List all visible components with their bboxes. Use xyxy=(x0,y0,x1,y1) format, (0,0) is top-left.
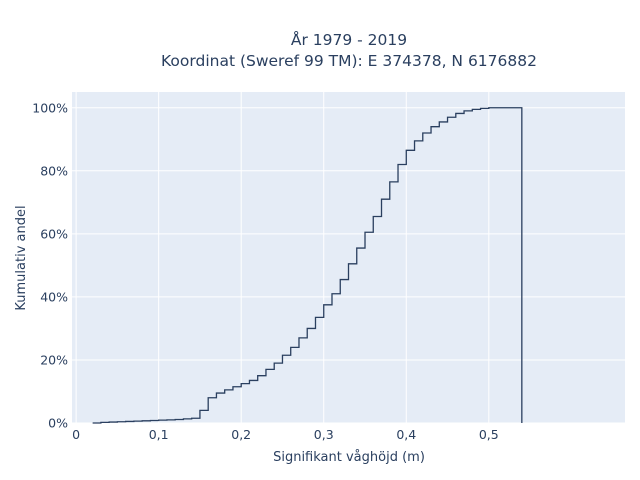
y-tick-labels: 0% 20% 40% 60% 80% 100% xyxy=(32,100,68,430)
x-gridlines xyxy=(75,92,490,423)
y-axis-label: Kumulativ andel xyxy=(14,205,29,310)
y-tick-label: 100% xyxy=(32,100,68,115)
x-tick-label: 0,1 xyxy=(149,427,169,442)
plot-area xyxy=(72,92,625,423)
ecdf-step-line xyxy=(92,107,523,424)
x-tick-labels: 0 0,1 0,2 0,3 0,4 0,5 xyxy=(72,427,499,442)
y-tick-label: 0% xyxy=(48,416,68,431)
y-tick-label: 20% xyxy=(40,352,68,367)
x-tick-label: 0,2 xyxy=(231,427,251,442)
y-tick-label: 60% xyxy=(40,226,68,241)
y-tick-label: 40% xyxy=(40,289,68,304)
chart-title-line-2: Koordinat (Sweref 99 TM): E 374378, N 61… xyxy=(161,52,537,70)
x-tick-label: 0,5 xyxy=(479,427,499,442)
y-tick-label: 80% xyxy=(40,163,68,178)
y-gridlines xyxy=(72,107,625,424)
x-tick-label: 0 xyxy=(72,427,80,442)
x-tick-label: 0,4 xyxy=(396,427,416,442)
chart-title-line-1: År 1979 - 2019 xyxy=(291,30,407,49)
x-axis-label: Signifikant våghöjd (m) xyxy=(273,450,425,465)
x-tick-label: 0,3 xyxy=(314,427,334,442)
